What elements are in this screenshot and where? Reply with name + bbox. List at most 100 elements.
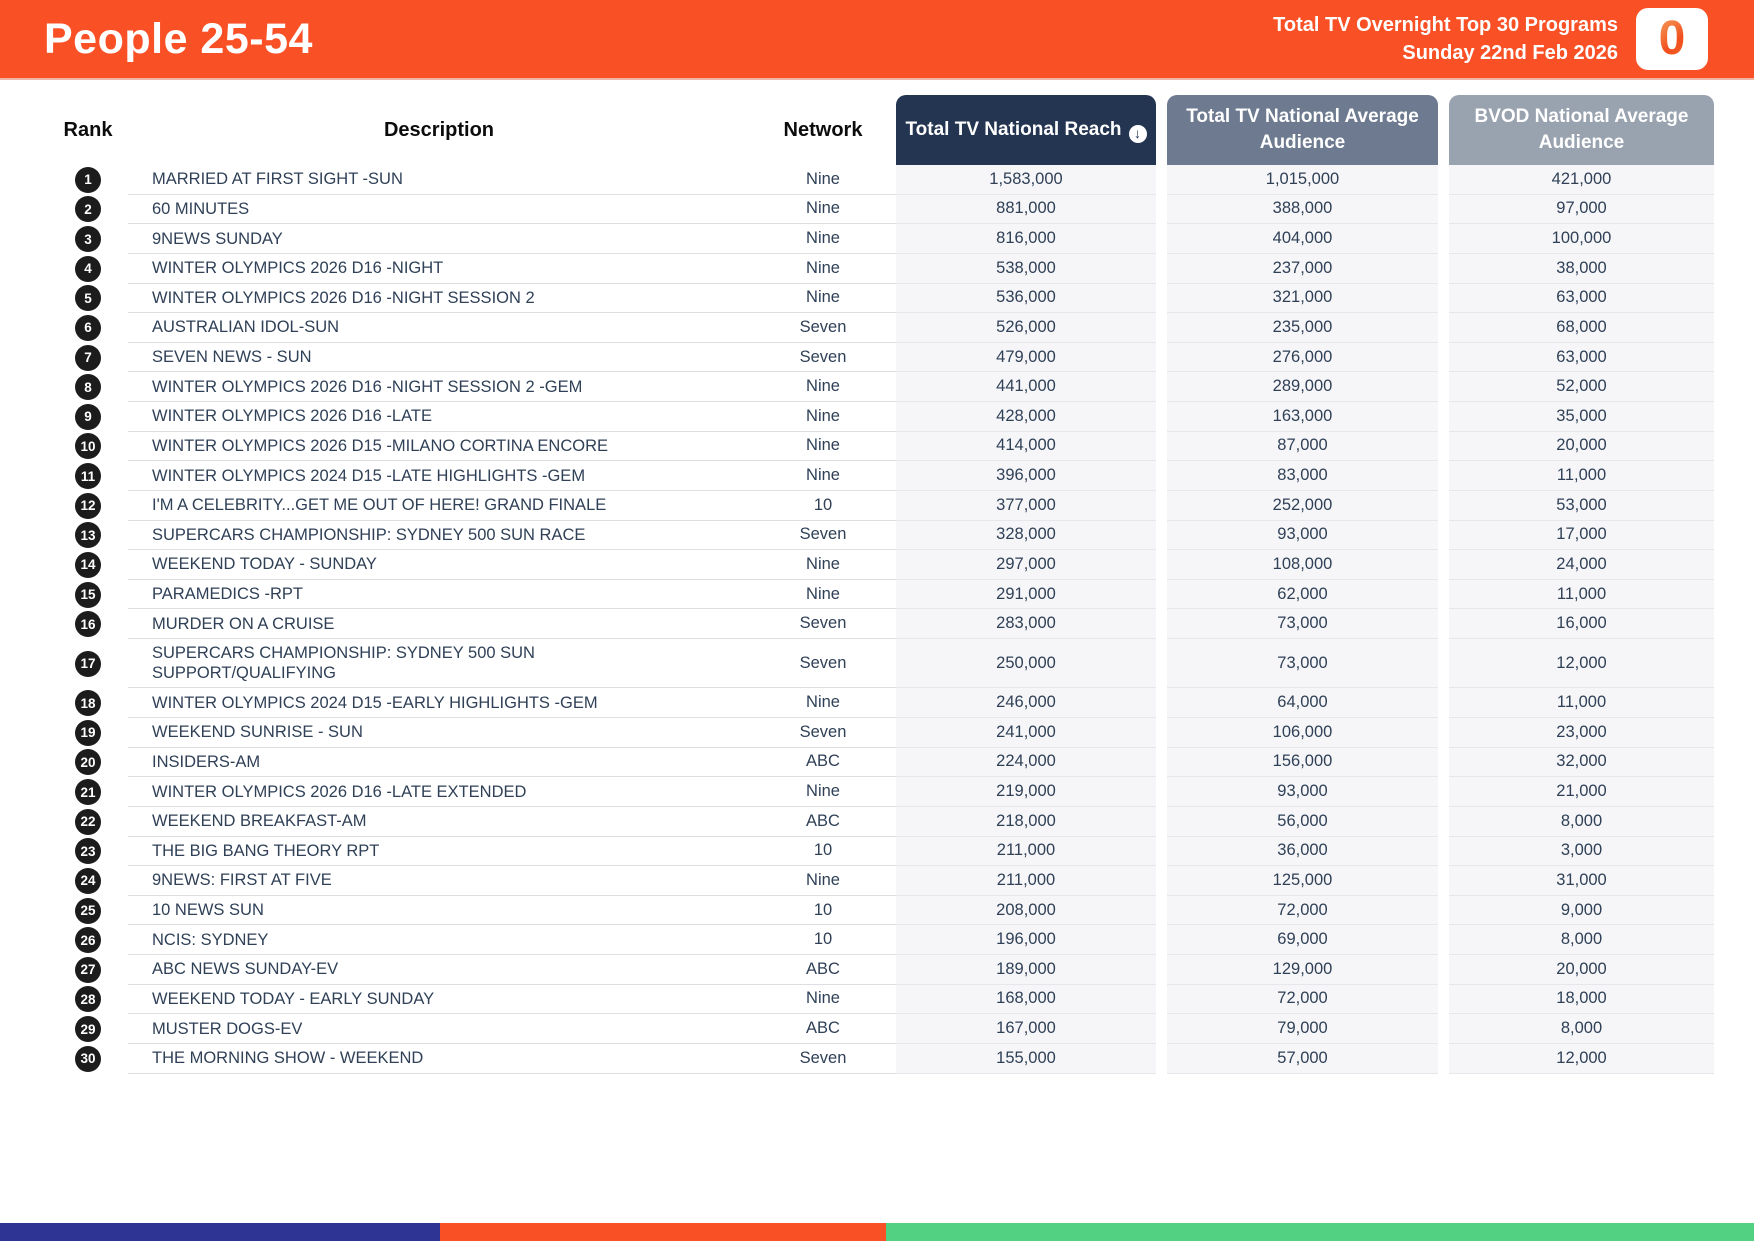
program-network: 10 (750, 925, 896, 956)
rank-badge-cell: 11 (48, 461, 128, 491)
column-gap (1156, 313, 1167, 343)
rank-badge-cell: 9 (48, 402, 128, 432)
rank-badge-cell: 3 (48, 224, 128, 254)
program-description: WINTER OLYMPICS 2024 D15 -LATE HIGHLIGHT… (128, 461, 750, 491)
program-network: ABC (750, 955, 896, 985)
column-gap (1156, 718, 1167, 748)
rank-badge: 18 (75, 690, 101, 717)
table-row: 29 MUSTER DOGS-EV ABC 167,000 79,000 8,000 (48, 1014, 1714, 1044)
column-header-reach[interactable]: Total TV National Reach ↓ (896, 95, 1156, 165)
header-bar: People 25-54 Total TV Overnight Top 30 P… (0, 0, 1754, 80)
column-gap (1156, 372, 1167, 402)
rank-badge: 14 (75, 551, 101, 578)
program-description: ABC NEWS SUNDAY-EV (128, 955, 750, 985)
column-gap (1438, 491, 1449, 521)
column-gap (1156, 461, 1167, 491)
reach-value: 246,000 (896, 688, 1156, 719)
footer-segment-orange (440, 1223, 886, 1241)
reach-value: 297,000 (896, 550, 1156, 580)
program-description: WEEKEND TODAY - SUNDAY (128, 550, 750, 580)
column-gap (1438, 1014, 1449, 1044)
column-gap (1438, 521, 1449, 551)
column-gap (1438, 688, 1449, 718)
program-description: PARAMEDICS -RPT (128, 580, 750, 610)
reach-value: 328,000 (896, 520, 1156, 551)
program-description: AUSTRALIAN IDOL-SUN (128, 313, 750, 343)
bvod-value: 35,000 (1449, 402, 1714, 432)
column-gap (1156, 837, 1167, 867)
column-gap (1156, 639, 1167, 688)
avg-audience-value: 73,000 (1167, 609, 1438, 639)
column-gap (1438, 896, 1449, 926)
rank-badge-cell: 20 (48, 748, 128, 778)
program-description: WINTER OLYMPICS 2026 D16 -NIGHT SESSION … (128, 372, 750, 402)
bvod-value: 3,000 (1449, 836, 1714, 867)
column-gap (1156, 224, 1167, 254)
rank-badge: 16 (75, 611, 101, 638)
bvod-value: 24,000 (1449, 550, 1714, 580)
reach-value: 428,000 (896, 402, 1156, 432)
reach-value: 291,000 (896, 579, 1156, 610)
rank-badge-cell: 30 (48, 1044, 128, 1074)
reach-value: 881,000 (896, 194, 1156, 225)
rank-badge: 15 (75, 581, 101, 608)
column-header-avg-audience-label: Total TV National Average Audience (1186, 106, 1419, 153)
bvod-value: 8,000 (1449, 1014, 1714, 1044)
column-gap (1438, 925, 1449, 955)
table-rows: 1 MARRIED AT FIRST SIGHT -SUN Nine 1,583,00… (48, 165, 1714, 1074)
column-gap (1156, 866, 1167, 896)
column-gap (1156, 807, 1167, 837)
column-gap (1438, 955, 1449, 985)
rank-badge-cell: 18 (48, 688, 128, 718)
avg-audience-value: 36,000 (1167, 836, 1438, 867)
column-gap (1156, 925, 1167, 955)
reach-value: 526,000 (896, 313, 1156, 343)
program-description: THE BIG BANG THEORY RPT (128, 837, 750, 867)
table-row: 24 9NEWS: FIRST AT FIVE Nine 211,000 125,000… (48, 866, 1714, 896)
rank-badge: 1 (75, 166, 101, 193)
avg-audience-value: 73,000 (1167, 639, 1438, 689)
column-gap (1438, 372, 1449, 402)
rank-badge-cell: 29 (48, 1014, 128, 1044)
program-network: Nine (750, 580, 896, 610)
column-gap (1156, 550, 1167, 580)
column-gap (1156, 521, 1167, 551)
program-network: 10 (750, 837, 896, 867)
reach-value: 414,000 (896, 431, 1156, 462)
reach-value: 218,000 (896, 806, 1156, 837)
table-row: 20 INSIDERS-AM ABC 224,000 156,000 32,000 (48, 747, 1714, 778)
rank-badge: 19 (75, 719, 101, 746)
program-description: 9NEWS SUNDAY (128, 224, 750, 254)
rank-badge-cell: 23 (48, 837, 128, 867)
column-header-avg-audience: Total TV National Average Audience (1167, 95, 1438, 165)
rank-badge-cell: 25 (48, 896, 128, 926)
avg-audience-value: 57,000 (1167, 1043, 1438, 1074)
avg-audience-value: 156,000 (1167, 747, 1438, 778)
rank-badge-cell: 15 (48, 580, 128, 610)
program-description: WINTER OLYMPICS 2026 D16 -NIGHT (128, 254, 750, 284)
avg-audience-value: 1,015,000 (1167, 165, 1438, 195)
reach-value: 211,000 (896, 866, 1156, 896)
column-header-bvod-label: BVOD National Average Audience (1474, 106, 1689, 153)
footer-segment-green (885, 1223, 1754, 1241)
rank-badge: 17 (75, 650, 101, 677)
bvod-value: 17,000 (1449, 520, 1714, 551)
avg-audience-value: 56,000 (1167, 806, 1438, 837)
program-description: MARRIED AT FIRST SIGHT -SUN (128, 165, 750, 195)
rank-badge: 22 (75, 808, 101, 835)
bvod-value: 9,000 (1449, 895, 1714, 926)
column-gap (1438, 195, 1449, 225)
column-gap (1156, 985, 1167, 1015)
program-network: Nine (750, 402, 896, 432)
rank-badge: 21 (75, 779, 101, 806)
avg-audience-value: 93,000 (1167, 777, 1438, 807)
rank-badge-cell: 5 (48, 284, 128, 314)
reach-value: 189,000 (896, 955, 1156, 985)
table-row: 19 WEEKEND SUNRISE - SUN Seven 241,000 106,0… (48, 718, 1714, 748)
reach-value: 816,000 (896, 224, 1156, 254)
table-row: 13 SUPERCARS CHAMPIONSHIP: SYDNEY 500 SUN… (48, 520, 1714, 551)
program-network: Nine (750, 372, 896, 402)
avg-audience-value: 237,000 (1167, 253, 1438, 284)
reach-value: 211,000 (896, 836, 1156, 867)
program-network: Nine (750, 165, 896, 195)
